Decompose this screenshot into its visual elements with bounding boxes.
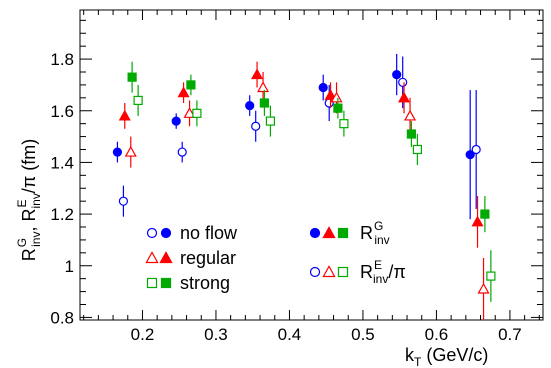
legend-marker-open	[146, 277, 158, 289]
data-point	[265, 116, 276, 126]
legend-marker-open	[145, 251, 159, 264]
x-tick-label: 0.5	[351, 325, 375, 344]
data-point	[398, 77, 408, 87]
data-point	[183, 107, 196, 118]
series-no-flow-g	[112, 53, 475, 220]
data-point	[465, 150, 475, 160]
data-point	[324, 89, 337, 100]
data-point	[404, 109, 417, 121]
data-point	[398, 91, 411, 103]
legend-marker-open	[146, 227, 158, 239]
y-tick-label: 0.8	[50, 308, 74, 327]
y-tick-label: 1.8	[50, 50, 74, 69]
legend-marker-filled	[159, 251, 173, 264]
data-point	[257, 81, 270, 93]
data-point	[412, 144, 422, 155]
legend-label: strong	[180, 273, 230, 293]
y-tick-label: 1.4	[50, 153, 74, 172]
legend-marker	[309, 227, 321, 239]
data-point	[127, 72, 137, 82]
data-point	[471, 215, 484, 227]
x-tick-label: 0.7	[498, 325, 522, 344]
plot-border	[79, 9, 544, 321]
data-point	[186, 80, 196, 90]
legend-radius-part: R	[360, 262, 373, 282]
axis-ticks: 0.2 0.3 0.4 0.5 0.6 0.7 0.8 1 1.2 1.4 1.6 1.8	[50, 10, 543, 344]
y-tick-label: 1.6	[50, 102, 74, 121]
data-point	[192, 108, 202, 118]
data-point	[112, 147, 123, 157]
legend-radius-label: RG inv	[360, 219, 390, 247]
data-point	[486, 271, 496, 281]
legend-marker	[309, 266, 321, 278]
data-point	[392, 69, 402, 80]
legend-label: regular	[180, 248, 236, 268]
data-marks	[112, 53, 496, 320]
data-point	[477, 282, 490, 294]
data-point	[259, 98, 270, 108]
data-point	[318, 82, 328, 93]
data-point	[251, 121, 261, 131]
y-tick-label: 1	[65, 257, 74, 276]
series-regular-g	[118, 61, 484, 248]
legend-marker	[337, 227, 349, 239]
legend-radius-part: inv	[373, 272, 388, 286]
series-strong-g	[127, 61, 490, 233]
x-tick-label: 0.4	[278, 325, 302, 344]
data-point	[330, 91, 343, 103]
data-point	[333, 103, 343, 113]
x-tick-label: 0.2	[131, 325, 155, 344]
legend-radius-part: E	[374, 258, 382, 272]
legend-marker	[322, 265, 336, 278]
data-point	[171, 116, 181, 126]
legend-marker-filled	[160, 227, 172, 239]
data-point	[471, 144, 481, 155]
legend-radius-part: G	[374, 219, 383, 233]
legend-marker	[337, 266, 349, 278]
data-point	[480, 209, 490, 219]
series-no-flow-e	[118, 56, 481, 217]
x-tick-label: 0.6	[425, 325, 449, 344]
y-tick-label: 1.2	[50, 205, 74, 224]
data-point	[124, 145, 137, 157]
legend-radius-label: RE inv/π	[360, 258, 406, 286]
series-regular-e	[124, 72, 490, 320]
legend-radius-part: /	[388, 262, 393, 282]
data-point	[339, 119, 349, 129]
legend-marker-filled	[160, 277, 172, 289]
series-strong-e	[133, 84, 496, 302]
plot-frame	[79, 9, 544, 321]
data-point	[118, 109, 131, 121]
x-tick-label: 0.3	[204, 325, 228, 344]
legend-radius-part: R	[360, 223, 373, 243]
data-point	[118, 196, 129, 206]
legend-radius-part: π	[393, 262, 405, 282]
data-point	[177, 147, 187, 157]
legend-radius-part: inv	[374, 233, 389, 247]
data-point	[177, 86, 190, 98]
y-axis-title-group: RGinv, REinv/π (fm)	[15, 139, 43, 261]
data-point	[245, 100, 255, 111]
legend-marker	[322, 226, 336, 239]
data-point	[251, 68, 264, 80]
legend-label: no flow	[180, 223, 238, 243]
data-point	[133, 95, 143, 106]
x-axis-title: kT (GeV/c)	[405, 345, 488, 368]
y-axis-title: RGinv, REinv/π (fm)	[15, 139, 43, 261]
data-point	[406, 129, 416, 139]
